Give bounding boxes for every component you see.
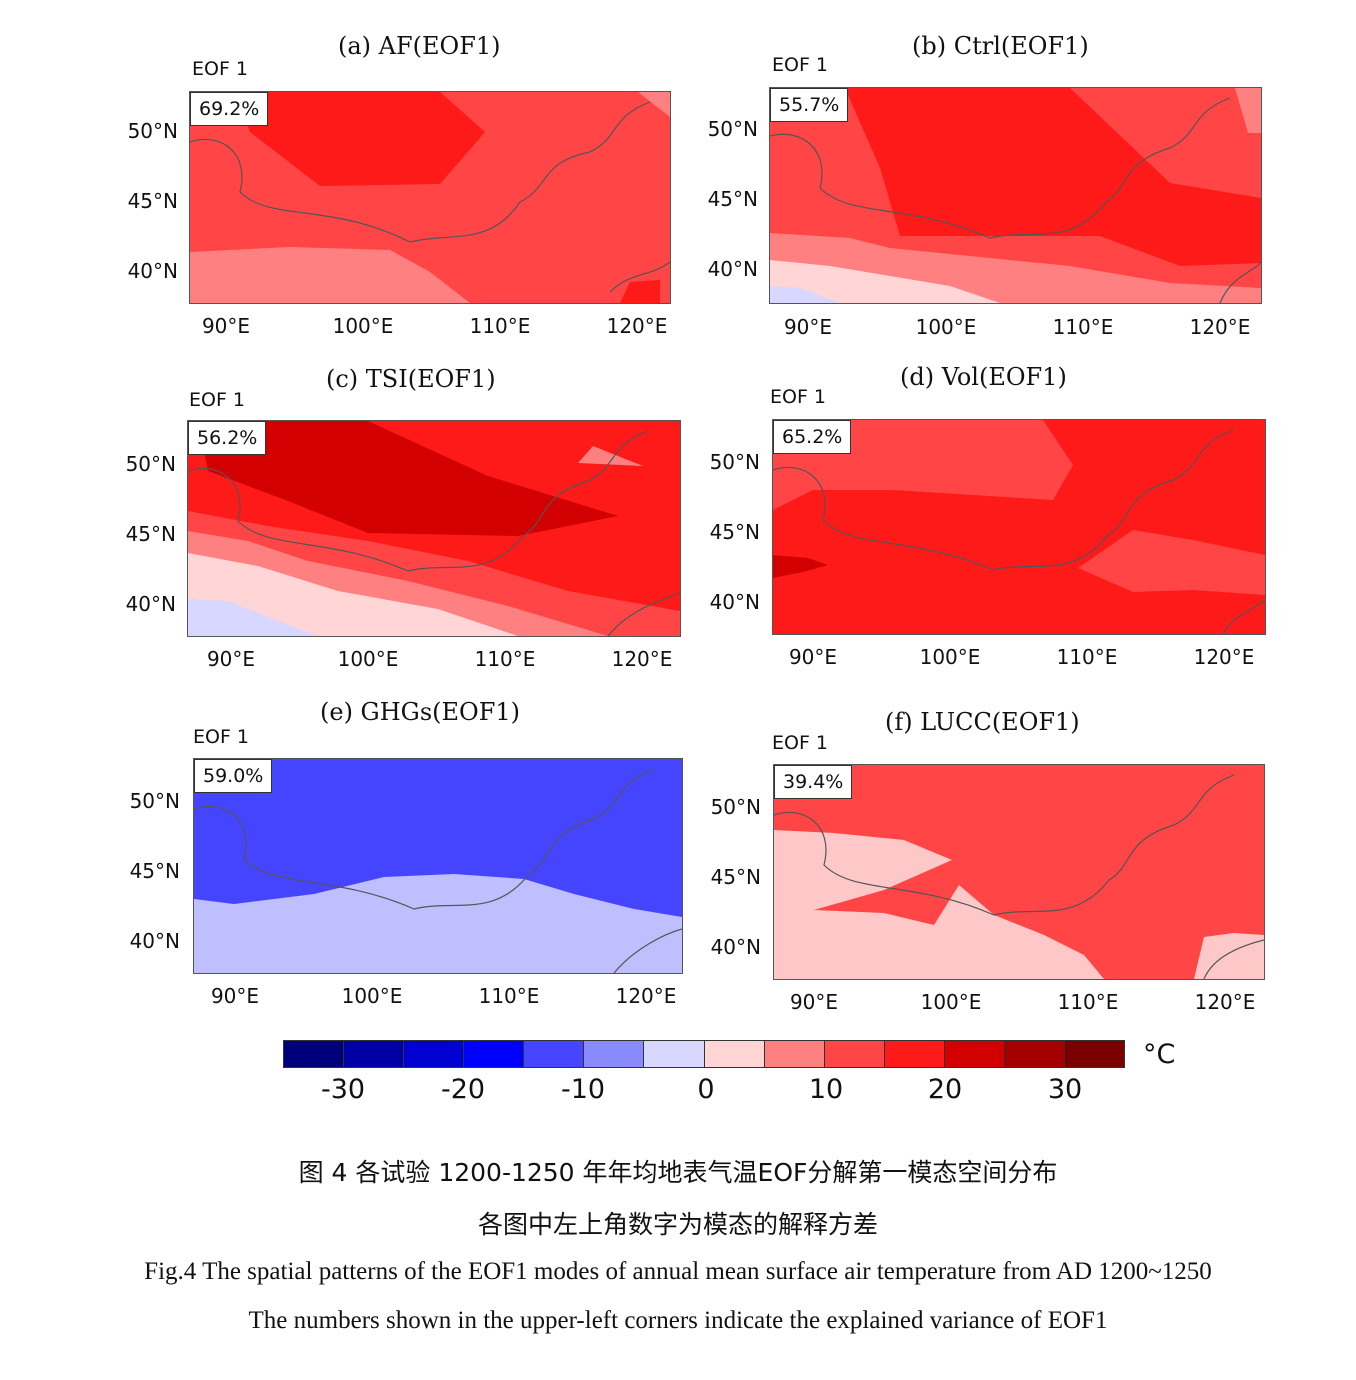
panel-f-xtick-90: 90°E	[789, 990, 839, 1014]
panel-b-xtick-90: 90°E	[783, 315, 833, 339]
panel-f-ytick-40: 40°N	[710, 935, 761, 959]
panel-c-ytick-50: 50°N	[125, 452, 176, 476]
panel-c-ytick-45: 45°N	[125, 522, 176, 546]
panel-c-ytick-40: 40°N	[125, 592, 176, 616]
panel-f-xtick-120: 120°E	[1194, 990, 1256, 1014]
colorbar-tick-neg10: -10	[560, 1074, 606, 1105]
panel-b-xtick-120: 120°E	[1189, 315, 1251, 339]
panel-a-map: 69.2%	[189, 91, 671, 304]
colorbar-tick-neg20: -20	[440, 1074, 486, 1105]
colorbar-swatch-8	[764, 1041, 825, 1067]
panel-d-ytick-40: 40°N	[709, 590, 760, 614]
colorbar-tick-20: 20	[927, 1074, 963, 1105]
colorbar-tick-10: 10	[808, 1074, 844, 1105]
panel-e-ytick-40: 40°N	[129, 929, 180, 953]
caption-en-line2: The numbers shown in the upper-left corn…	[248, 1307, 1108, 1334]
panel-c-eof-label: EOF 1	[189, 389, 246, 411]
panel-d-xtick-120: 120°E	[1193, 645, 1255, 669]
panel-b-field	[770, 88, 1261, 303]
panel-b-ytick-50: 50°N	[707, 117, 758, 141]
panel-d-xtick-110: 110°E	[1056, 645, 1118, 669]
colorbar-swatch-9	[824, 1041, 885, 1067]
panel-d-title: (d) Vol(EOF1)	[900, 363, 1067, 391]
panel-c-xtick-120: 120°E	[611, 647, 673, 671]
panel-c-variance: 56.2%	[188, 421, 267, 455]
colorbar-swatch-0	[284, 1041, 345, 1067]
panel-b-xtick-110: 110°E	[1052, 315, 1114, 339]
panel-c-field	[188, 421, 680, 636]
colorbar-swatch-1	[344, 1041, 405, 1067]
caption-en-line1: Fig.4 The spatial patterns of the EOF1 m…	[144, 1258, 1212, 1285]
panel-a-ytick-40: 40°N	[127, 259, 178, 283]
colorbar-tick-0: 0	[697, 1074, 715, 1105]
colorbar-swatch-11	[944, 1041, 1005, 1067]
panel-c-xtick-100: 100°E	[337, 647, 399, 671]
colorbar-swatch-7	[704, 1041, 765, 1067]
panel-c-xtick-110: 110°E	[474, 647, 536, 671]
panel-a-xtick-120: 120°E	[606, 314, 668, 338]
panel-f-xtick-110: 110°E	[1057, 990, 1119, 1014]
panel-e-variance: 59.0%	[194, 759, 273, 793]
panel-f-variance: 39.4%	[774, 765, 853, 799]
panel-c-title: (c) TSI(EOF1)	[326, 365, 496, 393]
panel-b-xtick-100: 100°E	[915, 315, 977, 339]
panel-d-ytick-45: 45°N	[709, 520, 760, 544]
caption-cn-line2: 各图中左上角数字为模态的解释方差	[477, 1210, 878, 1239]
colorbar-swatch-6	[644, 1041, 705, 1067]
panel-b-map: 55.7%	[769, 87, 1262, 304]
panel-e-xtick-100: 100°E	[341, 984, 403, 1008]
panel-d-xtick-90: 90°E	[788, 645, 838, 669]
panel-f-eof-label: EOF 1	[772, 732, 829, 754]
panel-a-xtick-90: 90°E	[201, 314, 251, 338]
panel-e-xtick-90: 90°E	[210, 984, 260, 1008]
panel-b-eof-label: EOF 1	[772, 54, 829, 76]
panel-a-ytick-45: 45°N	[127, 189, 178, 213]
panel-f-title: (f) LUCC(EOF1)	[885, 708, 1080, 736]
panel-a-title: (a) AF(EOF1)	[338, 32, 501, 60]
panel-f-ytick-45: 45°N	[710, 865, 761, 889]
panel-a-xtick-110: 110°E	[469, 314, 531, 338]
colorbar-swatch-12	[1004, 1041, 1066, 1067]
panel-c-xtick-90: 90°E	[206, 647, 256, 671]
panel-d-variance: 65.2%	[773, 420, 852, 454]
colorbar-tick-neg30: -30	[320, 1074, 366, 1105]
panel-e-ytick-45: 45°N	[129, 859, 180, 883]
panel-d-map: 65.2%	[772, 419, 1266, 635]
panel-f-xtick-100: 100°E	[920, 990, 982, 1014]
colorbar	[283, 1040, 1125, 1068]
colorbar-swatch-5	[584, 1041, 645, 1067]
panel-e-eof-label: EOF 1	[193, 726, 250, 748]
panel-e-xtick-110: 110°E	[478, 984, 540, 1008]
panel-c-map: 56.2%	[187, 420, 681, 637]
colorbar-swatch-2	[404, 1041, 465, 1067]
panel-e-map: 59.0%	[193, 758, 683, 974]
panel-b-ytick-45: 45°N	[707, 187, 758, 211]
colorbar-swatch-10	[884, 1041, 945, 1067]
colorbar-swatch-4	[524, 1041, 585, 1067]
panel-f-ytick-50: 50°N	[710, 795, 761, 819]
panel-b-variance: 55.7%	[770, 88, 849, 122]
panel-a-field	[190, 92, 670, 303]
colorbar-unit: °C	[1143, 1039, 1176, 1070]
panel-e-ytick-50: 50°N	[129, 789, 180, 813]
panel-d-eof-label: EOF 1	[770, 386, 827, 408]
panel-e-xtick-120: 120°E	[615, 984, 677, 1008]
panel-a-ytick-50: 50°N	[127, 119, 178, 143]
panel-d-xtick-100: 100°E	[919, 645, 981, 669]
colorbar-tick-30: 30	[1047, 1074, 1083, 1105]
panel-b-ytick-40: 40°N	[707, 257, 758, 281]
panel-e-field	[194, 759, 682, 973]
panel-a-xtick-100: 100°E	[332, 314, 394, 338]
panel-b-title: (b) Ctrl(EOF1)	[912, 32, 1089, 60]
colorbar-swatch-3	[464, 1041, 525, 1067]
caption-cn-line1: 图 4 各试验 1200-1250 年年均地表气温EOF分解第一模态空间分布	[298, 1158, 1058, 1187]
panel-a-eof-label: EOF 1	[192, 58, 249, 80]
panel-d-ytick-50: 50°N	[709, 450, 760, 474]
panel-f-field	[774, 765, 1264, 979]
colorbar-swatch-13	[1065, 1041, 1125, 1067]
panel-f-map: 39.4%	[773, 764, 1265, 980]
panel-e-title: (e) GHGs(EOF1)	[320, 698, 520, 726]
panel-a-variance: 69.2%	[190, 92, 269, 126]
